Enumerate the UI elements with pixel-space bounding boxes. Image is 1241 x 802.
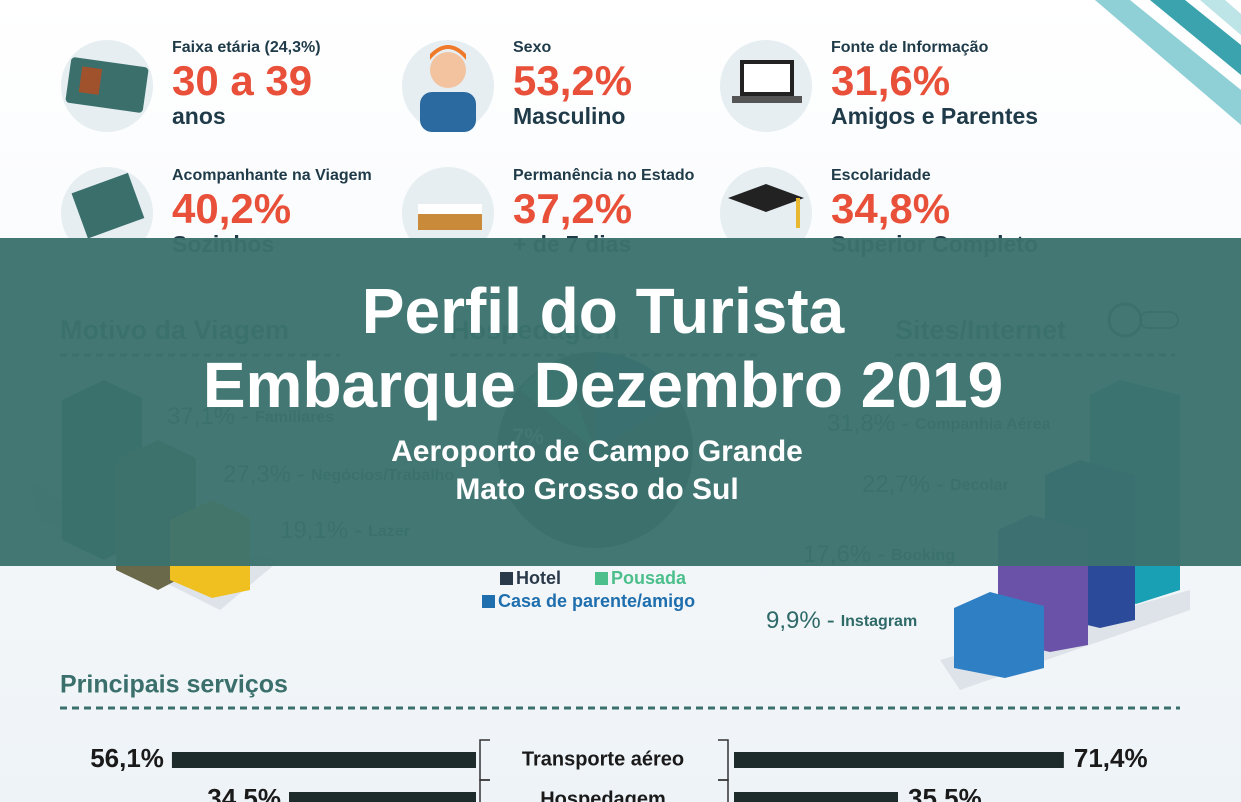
profile-label: Acompanhante na Viagem xyxy=(172,167,372,184)
legend-label: Hotel xyxy=(516,568,561,588)
profile-detail: anos xyxy=(172,103,226,129)
profile-label: Permanência no Estado xyxy=(513,167,695,184)
service-left-label: 34,5% xyxy=(207,783,281,802)
banner xyxy=(0,238,1241,566)
section-title: Principais serviços xyxy=(60,671,288,699)
profile-label: Escolaridade xyxy=(831,167,931,184)
service-name: Hospedagem xyxy=(540,788,666,802)
profile-label: Fonte de Informação xyxy=(831,39,989,56)
profile-detail: Masculino xyxy=(513,103,625,129)
icons xyxy=(61,40,812,259)
legend-swatch xyxy=(595,572,608,585)
legend-label: Casa de parente/amigo xyxy=(498,591,695,611)
profile-detail: Amigos e Parentes xyxy=(831,103,1038,129)
profile-label: Sexo xyxy=(513,39,551,56)
banner-subtitle: Aeroporto de Campo Grande xyxy=(391,435,803,468)
corner-stripes xyxy=(1095,0,1241,125)
profile-value: 31,6% xyxy=(831,57,950,104)
item-sep: - xyxy=(827,607,835,634)
legend-swatch xyxy=(482,595,495,608)
profile-value: 40,2% xyxy=(172,185,291,232)
service-bar-right xyxy=(734,792,899,802)
banner-title: Perfil do Turista xyxy=(362,275,845,347)
legend-swatch xyxy=(500,572,513,585)
service-name: Transporte aéreo xyxy=(522,748,684,770)
profile-value: 30 a 39 xyxy=(172,57,312,104)
service-bar-left xyxy=(171,752,477,768)
item-value: 9,9% xyxy=(766,607,821,634)
service-bar-right xyxy=(734,752,1064,768)
sites-item: 9,9% - Instagram xyxy=(766,607,917,634)
item-label: Instagram xyxy=(841,613,917,630)
service-left-label: 56,1% xyxy=(90,743,164,773)
profile-label: Faixa etária (24,3%) xyxy=(172,39,321,56)
banner-title: Embarque Dezembro 2019 xyxy=(203,349,1003,421)
legend-label: Pousada xyxy=(611,568,687,588)
profile-value: 37,2% xyxy=(513,185,632,232)
profile-value: 34,8% xyxy=(831,185,950,232)
bracket xyxy=(479,779,729,802)
service-right-label: 35,5% xyxy=(908,783,982,802)
service-bar-left xyxy=(289,792,476,802)
profile-value: 53,2% xyxy=(513,57,632,104)
service-right-label: 71,4% xyxy=(1074,743,1148,773)
banner-subtitle: Mato Grosso do Sul xyxy=(455,473,738,506)
